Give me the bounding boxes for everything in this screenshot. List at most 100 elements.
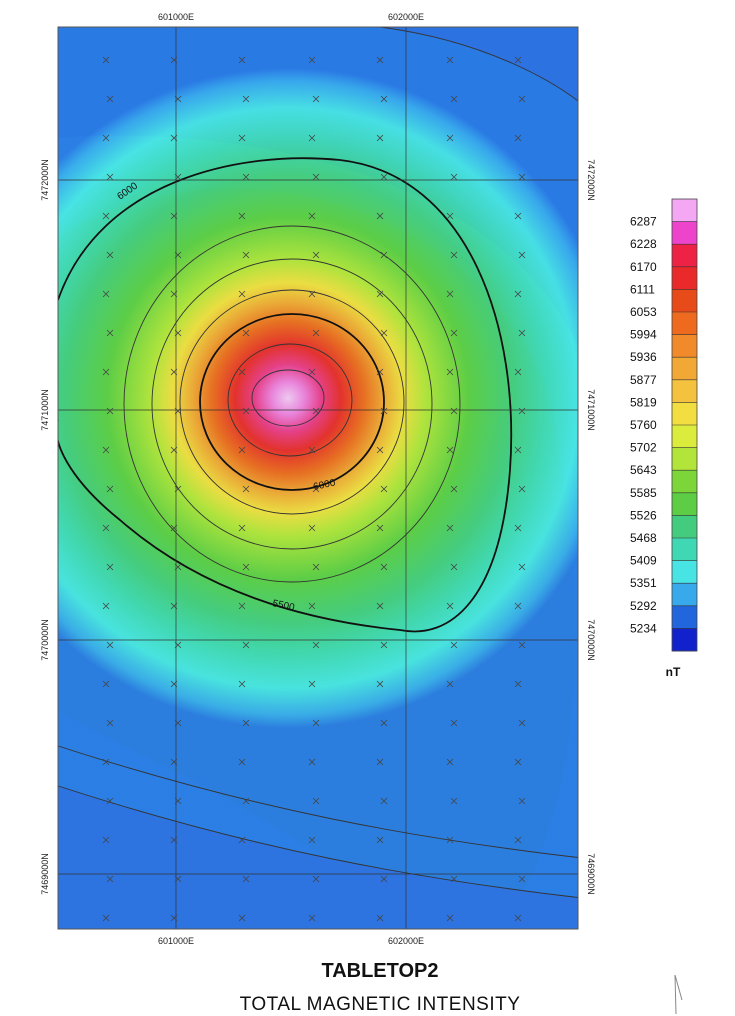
legend-value: 5526 <box>630 508 657 522</box>
northing-label-left: 7470000N <box>40 619 50 661</box>
station-marker <box>446 680 454 688</box>
station-marker <box>446 602 454 610</box>
legend-value: 5877 <box>630 373 657 387</box>
station-marker <box>102 836 110 844</box>
legend-swatch <box>672 583 697 607</box>
station-marker <box>518 563 526 571</box>
legend-value: 5760 <box>630 418 657 432</box>
station-marker <box>450 641 458 649</box>
station-marker <box>106 173 114 181</box>
station-marker <box>242 641 250 649</box>
station-marker <box>308 212 316 220</box>
legend-swatch <box>672 244 697 268</box>
legend-swatch <box>672 312 697 335</box>
station-marker <box>102 680 110 688</box>
contour-label: 5500 <box>271 598 295 613</box>
contour-label-group: 6000 6000 5500 <box>115 180 336 613</box>
station-marker <box>102 758 110 766</box>
legend-value: 5702 <box>630 441 657 455</box>
major-contours <box>58 157 513 633</box>
station-marker <box>308 758 316 766</box>
station-marker <box>376 914 384 922</box>
legend-value: 5409 <box>630 554 657 568</box>
station-marker <box>312 173 320 181</box>
station-marker <box>518 641 526 649</box>
northing-label-right: 7469000N <box>586 853 596 895</box>
station-marker <box>446 914 454 922</box>
station-marker <box>450 875 458 883</box>
easting-label-bottom: 602000E <box>388 936 424 946</box>
contour-label: 6000 <box>312 477 336 492</box>
station-marker <box>242 173 250 181</box>
station-marker <box>242 95 250 103</box>
station-marker <box>308 680 316 688</box>
station-marker <box>518 329 526 337</box>
station-marker <box>102 134 110 142</box>
legend-swatch <box>672 266 697 290</box>
station-marker <box>380 95 388 103</box>
station-marker <box>376 524 384 532</box>
station-marker <box>376 212 384 220</box>
station-marker <box>312 329 320 337</box>
station-marker <box>170 758 178 766</box>
station-marker <box>106 563 114 571</box>
station-marker <box>174 563 182 571</box>
station-marker <box>446 368 454 376</box>
legend-swatch <box>672 515 697 539</box>
station-marker <box>514 56 522 64</box>
station-marker <box>106 797 114 805</box>
station-marker <box>450 563 458 571</box>
station-marker <box>170 212 178 220</box>
station-marker <box>102 290 110 298</box>
northing-label-left: 7472000N <box>40 159 50 201</box>
station-marker <box>242 563 250 571</box>
station-marker <box>380 719 388 727</box>
station-marker <box>238 446 246 454</box>
north-arrow-icon <box>674 974 683 1014</box>
legend-value: 6287 <box>630 215 657 229</box>
station-marker <box>514 290 522 298</box>
easting-label-top: 601000E <box>158 12 194 22</box>
legend-value: 5643 <box>630 463 657 477</box>
station-marker <box>376 758 384 766</box>
station-marker <box>446 524 454 532</box>
station-marker <box>446 212 454 220</box>
station-marker <box>514 368 522 376</box>
legend-swatch <box>672 289 697 313</box>
station-marker <box>106 251 114 259</box>
station-marker <box>102 56 110 64</box>
station-marker <box>106 641 114 649</box>
station-marker <box>450 719 458 727</box>
station-marker <box>238 680 246 688</box>
station-marker <box>170 290 178 298</box>
legend-value: 5468 <box>630 531 657 545</box>
legend-unit: nT <box>666 665 681 679</box>
station-marker <box>174 407 182 415</box>
station-marker <box>312 95 320 103</box>
station-marker <box>376 446 384 454</box>
legend-swatch <box>672 357 697 381</box>
legend-value: 5234 <box>630 621 657 635</box>
station-marker <box>238 524 246 532</box>
station-marker <box>450 485 458 493</box>
station-marker <box>450 95 458 103</box>
station-marker <box>450 251 458 259</box>
station-marker <box>106 95 114 103</box>
station-marker <box>312 719 320 727</box>
coordinate-grid <box>58 27 578 929</box>
legend-swatch <box>672 538 697 561</box>
station-marker <box>308 446 316 454</box>
station-marker <box>312 563 320 571</box>
station-marker <box>242 797 250 805</box>
station-marker <box>446 56 454 64</box>
northing-labels: 7472000N 7471000N 7470000N 7469000N 7472… <box>40 159 596 895</box>
station-marker <box>446 836 454 844</box>
station-marker <box>380 173 388 181</box>
station-marker <box>238 56 246 64</box>
legend-value: 6170 <box>630 260 657 274</box>
station-marker <box>380 641 388 649</box>
legend-swatch <box>672 470 697 494</box>
station-marker <box>518 95 526 103</box>
station-marker <box>518 407 526 415</box>
